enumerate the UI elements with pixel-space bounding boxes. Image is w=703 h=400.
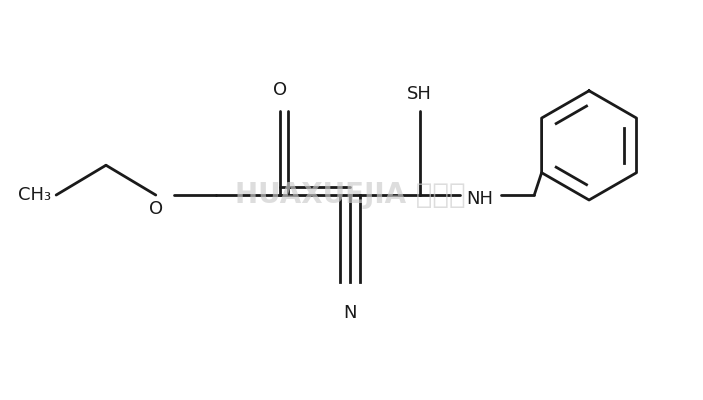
Text: HUAXUEJIA 化学加: HUAXUEJIA 化学加 xyxy=(235,181,465,209)
Text: O: O xyxy=(149,200,163,218)
Text: CH₃: CH₃ xyxy=(18,186,51,204)
Text: SH: SH xyxy=(407,85,432,103)
Text: NH: NH xyxy=(466,190,493,208)
Text: O: O xyxy=(273,81,288,99)
Text: N: N xyxy=(343,304,356,322)
